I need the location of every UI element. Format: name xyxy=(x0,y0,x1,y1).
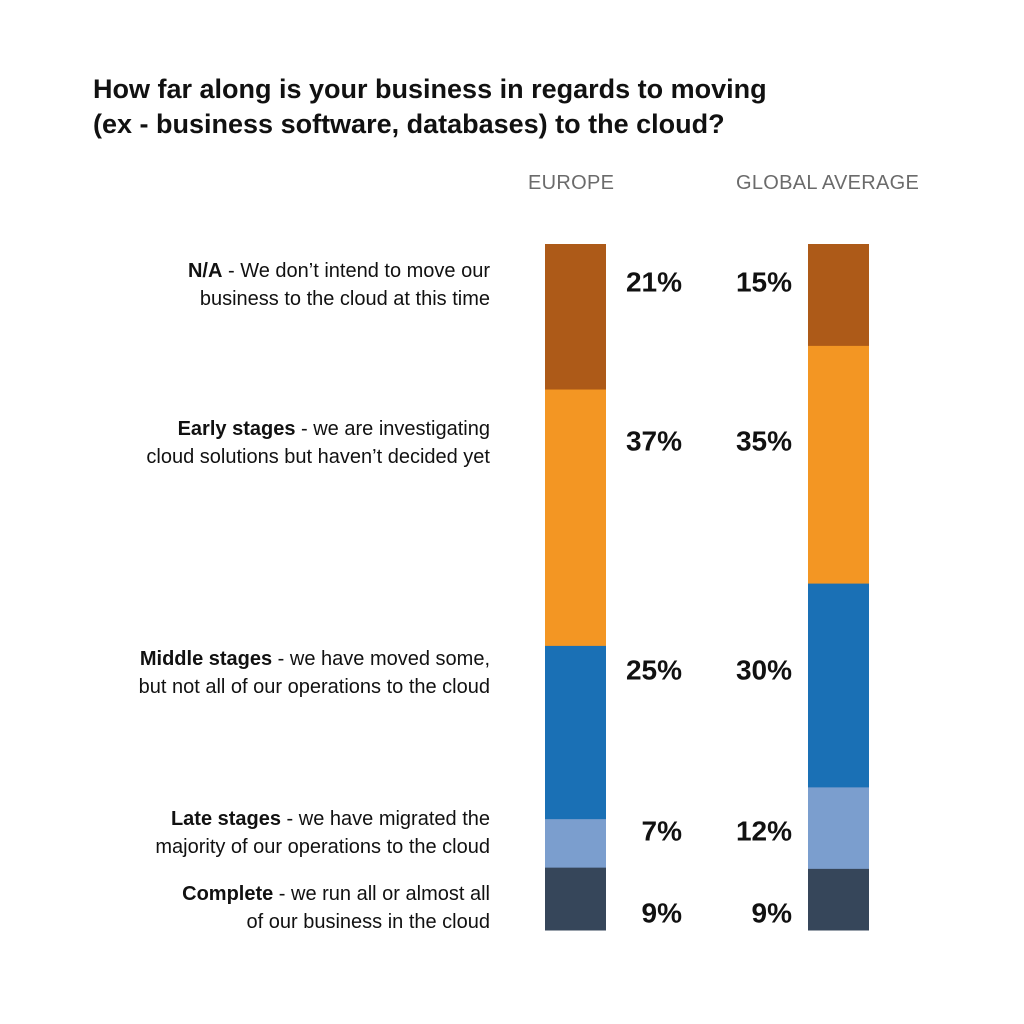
category-label-line: but not all of our operations to the clo… xyxy=(138,676,490,698)
chart-title-line-1: How far along is your business in regard… xyxy=(93,74,767,104)
bar-segment-global-4 xyxy=(808,868,869,931)
bar-segment-europe-0 xyxy=(545,244,606,391)
bar-segment-global-1 xyxy=(808,345,869,585)
category-label-line: cloud solutions but haven’t decided yet xyxy=(146,446,490,468)
category-label-line: Middle stages - we have moved some, xyxy=(139,648,490,670)
category-label-line: Early stages - we are investigating xyxy=(177,418,490,440)
bar-segment-europe-2 xyxy=(545,645,606,820)
category-label-middle-stages: Middle stages - we have moved some, but n… xyxy=(30,645,490,701)
bar-segment-europe-3 xyxy=(545,819,606,869)
bar-segment-europe-1 xyxy=(545,389,606,647)
column-header-global-average: GLOBAL AVERAGE xyxy=(736,172,920,194)
value-label-global-0: 15% xyxy=(736,266,792,297)
chart-title-line-2: (ex - business software, databases) to t… xyxy=(93,109,725,139)
value-label-europe-3: 7% xyxy=(642,815,683,846)
value-label-global-3: 12% xyxy=(736,815,792,846)
bar-segment-global-0 xyxy=(808,244,869,347)
value-label-global-4: 9% xyxy=(752,897,793,928)
bar-segment-global-2 xyxy=(808,583,869,788)
category-label-complete: Complete - we run all or almost all of ou… xyxy=(30,880,490,936)
bar-segment-global-3 xyxy=(808,787,869,870)
chart-title: How far along is your business in regard… xyxy=(93,72,853,142)
value-label-global-2: 30% xyxy=(736,654,792,685)
category-label-line: N/A - We don’t intend to move our xyxy=(187,260,490,282)
value-label-europe-0: 21% xyxy=(626,266,682,297)
bar-segment-europe-4 xyxy=(545,867,606,931)
value-label-europe-2: 25% xyxy=(626,654,682,685)
value-label-europe-4: 9% xyxy=(642,897,683,928)
category-label-late-stages: Late stages - we have migrated the majori… xyxy=(30,805,490,861)
category-label-line: business to the cloud at this time xyxy=(199,288,490,310)
category-label-line: Complete - we run all or almost all xyxy=(182,883,490,905)
category-label-line: majority of our operations to the cloud xyxy=(155,836,490,858)
category-label-n-a: N/A - We don’t intend to move our busines… xyxy=(30,257,490,313)
category-label-line: Late stages - we have migrated the xyxy=(170,808,490,830)
category-label-line: of our business in the cloud xyxy=(246,911,491,933)
category-label-early-stages: Early stages - we are investigating cloud… xyxy=(30,415,490,471)
value-label-global-1: 35% xyxy=(736,425,792,456)
value-label-europe-1: 37% xyxy=(626,425,682,456)
column-header-europe: EUROPE xyxy=(528,172,615,194)
